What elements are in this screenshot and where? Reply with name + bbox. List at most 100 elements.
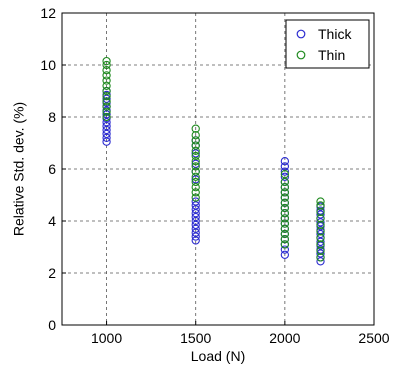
data-point-thin <box>316 201 325 210</box>
data-point-thick <box>191 220 200 230</box>
data-point-thick <box>316 210 325 219</box>
data-point-thick <box>316 249 325 258</box>
y-tick-label: 10 <box>40 57 56 73</box>
data-point-thick <box>191 224 200 233</box>
data-point-thin <box>191 131 200 140</box>
data-point-thick <box>316 229 325 239</box>
data-point-thin <box>316 246 325 256</box>
data-point-thin <box>191 141 200 150</box>
data-point-thick <box>316 237 325 246</box>
data-point-thick <box>191 201 200 210</box>
data-point-thick <box>280 172 290 181</box>
data-point-thick <box>191 232 200 241</box>
data-point-thin <box>316 214 325 223</box>
x-tick-label: 2000 <box>269 330 300 346</box>
data-point-thin <box>280 214 290 223</box>
data-point-thin <box>280 193 290 202</box>
data-point-thick <box>102 137 111 146</box>
x-axis-title: Load (N) <box>191 348 245 364</box>
x-tick-label: 1000 <box>91 330 122 346</box>
axis-ticks: 1000 1500 2000 2500 0 2 4 6 8 10 12 <box>40 5 389 346</box>
legend-label-thin: Thin <box>318 47 345 63</box>
data-point-thick <box>280 157 290 166</box>
data-point-thick <box>280 162 290 171</box>
y-tick-label: 12 <box>40 5 56 21</box>
data-point-thick <box>191 149 200 158</box>
data-point-thick <box>280 250 290 259</box>
data-point-thin <box>102 76 111 85</box>
x-tick-label: 2500 <box>358 330 389 346</box>
data-point-thin <box>102 92 111 101</box>
data-point-thin <box>191 167 200 176</box>
data-point-thick <box>191 212 200 222</box>
data-point-thick <box>102 129 111 139</box>
data-point-thin <box>102 112 111 122</box>
data-point-thick <box>316 257 325 266</box>
data-point-thin <box>316 227 325 236</box>
data-point-thick <box>191 209 200 218</box>
data-point-thin <box>280 224 290 233</box>
data-point-thin <box>191 183 200 192</box>
data-point-thick <box>191 236 200 245</box>
y-tick-label: 0 <box>48 317 56 333</box>
legend-marker-thin <box>296 50 306 60</box>
data-point-thick <box>280 167 290 176</box>
data-point-thin <box>316 233 325 243</box>
legend-box <box>285 19 370 69</box>
y-tick-label: 6 <box>48 161 56 177</box>
data-point-thin <box>191 124 200 133</box>
data-point-thick <box>191 228 200 237</box>
data-point-thin <box>102 97 111 106</box>
data-point-thin <box>191 157 200 166</box>
data-point-thick <box>316 218 325 227</box>
data-point-thin <box>280 229 290 239</box>
data-point-thin <box>280 209 290 218</box>
data-point-thick <box>191 216 200 226</box>
data-point-thin <box>316 207 325 217</box>
data-point-thin <box>191 151 200 161</box>
data-point-thin <box>280 177 290 187</box>
data-point-thin <box>280 203 290 213</box>
data-point-thin <box>316 197 325 206</box>
legend: Thick Thin <box>285 19 370 69</box>
data-point-thin <box>280 240 290 249</box>
data-point-thin <box>102 66 111 75</box>
data-point-thin <box>280 183 290 192</box>
data-point-thick <box>191 205 200 214</box>
legend-marker-thick <box>296 29 306 39</box>
y-tick-label: 2 <box>48 265 56 281</box>
data-point-thick <box>102 118 111 127</box>
data-point-thick <box>280 245 290 254</box>
data-points <box>102 56 325 266</box>
data-point-thin <box>102 71 111 80</box>
data-point-thin <box>191 188 200 197</box>
data-point-thin <box>102 107 111 116</box>
data-point-thin <box>191 172 200 181</box>
y-tick-label: 8 <box>48 109 56 125</box>
data-point-thin <box>191 162 200 171</box>
data-point-thin <box>102 60 111 70</box>
data-point-thick <box>102 133 111 142</box>
y-axis-title: Relative Std. dev. (%) <box>11 102 27 236</box>
data-point-thin <box>191 136 200 145</box>
data-point-thin <box>102 56 111 66</box>
data-point-thin <box>316 220 325 230</box>
data-point-thin <box>191 193 200 202</box>
data-point-thick <box>102 125 111 135</box>
data-point-thick <box>102 121 111 131</box>
data-point-thin <box>280 198 290 207</box>
data-point-thin <box>316 240 325 249</box>
data-point-thin <box>191 146 200 155</box>
data-point-thin <box>102 102 111 111</box>
data-point-thick <box>102 94 111 103</box>
data-point-thin <box>280 188 290 197</box>
data-point-thin <box>280 170 290 179</box>
data-point-thin <box>191 177 200 187</box>
data-point-thin <box>102 86 111 96</box>
y-tick-label: 4 <box>48 213 56 229</box>
data-point-thick <box>191 197 200 206</box>
x-tick-label: 1500 <box>180 330 211 346</box>
data-point-thin <box>280 235 290 244</box>
